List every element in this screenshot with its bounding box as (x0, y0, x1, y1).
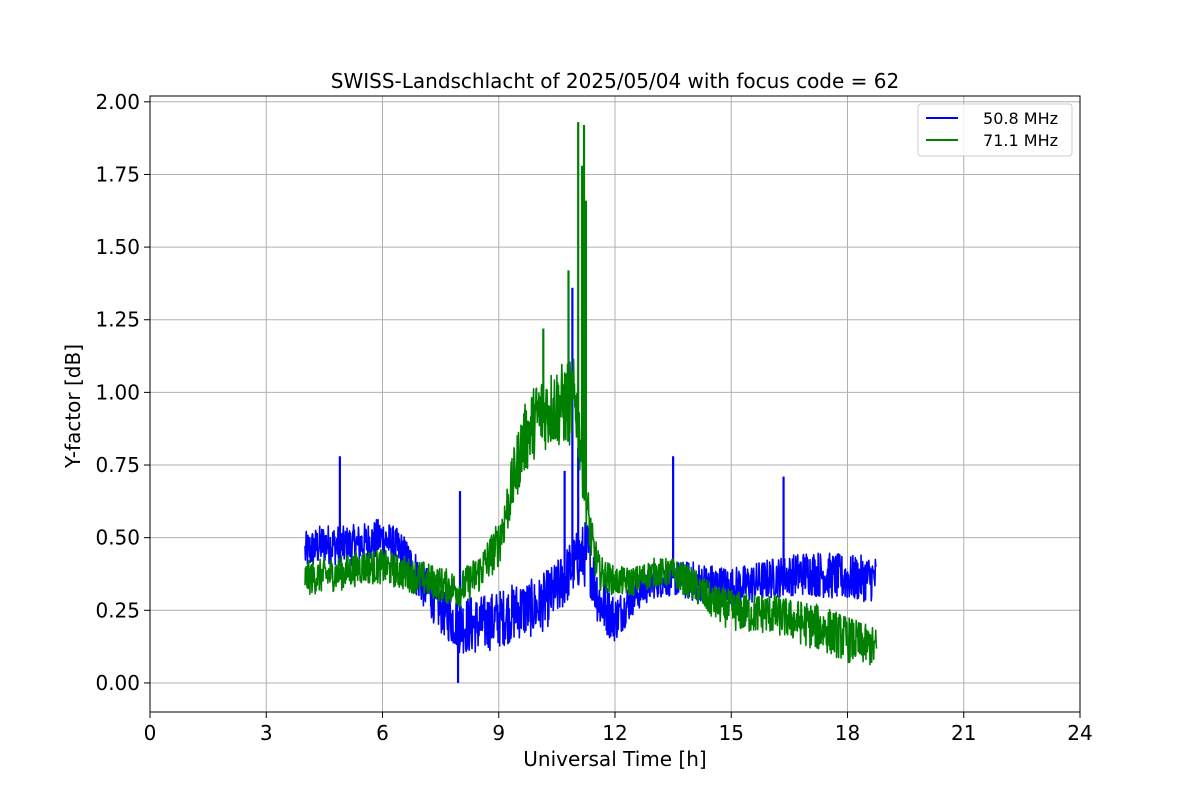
x-tick-label: 15 (719, 721, 744, 745)
y-tick-label: 0.00 (95, 671, 140, 695)
plot-data-area (304, 122, 878, 683)
x-tick-label: 21 (951, 721, 976, 745)
y-tick-label: 1.50 (95, 235, 140, 259)
series-line (304, 518, 878, 654)
legend: 50.8 MHz 71.1 MHz (917, 103, 1073, 157)
y-tick-label: 1.25 (95, 308, 140, 332)
x-tick-label: 6 (376, 721, 389, 745)
x-axis-label: Universal Time [h] (523, 747, 706, 771)
y-axis: 0.00 0.25 0.50 0.75 1.00 1.25 1.50 1.75 2.00 (95, 90, 150, 695)
x-tick-label: 24 (1067, 721, 1092, 745)
x-tick-label: 9 (492, 721, 505, 745)
x-tick-label: 3 (260, 721, 273, 745)
legend-label: 71.1 MHz (983, 131, 1058, 150)
legend-label: 50.8 MHz (983, 109, 1058, 128)
series-line (304, 358, 878, 666)
y-tick-label: 1.00 (95, 380, 140, 404)
x-tick-label: 12 (602, 721, 627, 745)
y-tick-label: 2.00 (95, 90, 140, 114)
y-tick-label: 0.25 (95, 598, 140, 622)
chart-title: SWISS-Landschlacht of 2025/05/04 with fo… (331, 69, 899, 93)
y-tick-label: 1.75 (95, 162, 140, 186)
y-tick-label: 0.75 (95, 453, 140, 477)
x-tick-label: 18 (835, 721, 860, 745)
series-71-1-mhz (304, 122, 878, 666)
x-axis: 0 3 6 9 12 15 18 21 24 (144, 712, 1093, 745)
y-axis-label: Y-factor [dB] (61, 344, 85, 469)
y-tick-label: 0.50 (95, 526, 140, 550)
x-tick-label: 0 (144, 721, 157, 745)
